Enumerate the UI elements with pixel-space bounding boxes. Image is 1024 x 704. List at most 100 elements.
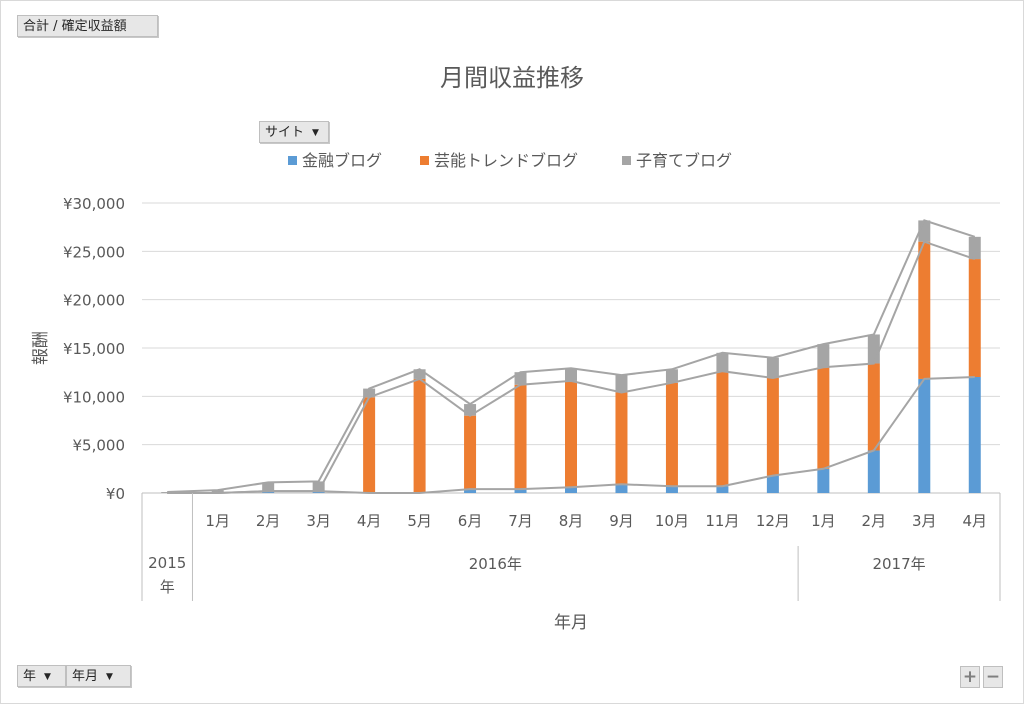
- bar: [615, 392, 628, 485]
- series-line: [167, 219, 976, 493]
- bar: [615, 484, 628, 493]
- x-tick-label: 12月: [756, 512, 790, 530]
- x-group-label: 2015: [148, 554, 186, 572]
- legend-label: 子育てブログ: [636, 151, 732, 170]
- x-tick-label: 3月: [912, 512, 937, 530]
- bar: [766, 377, 779, 476]
- legend-swatch: [288, 156, 297, 165]
- y-tick-label: ¥10,000: [63, 388, 125, 406]
- bar: [413, 378, 426, 493]
- bar: [514, 372, 527, 385]
- expand-field-button[interactable]: +: [960, 666, 980, 688]
- bar: [918, 378, 931, 493]
- minus-icon: −: [985, 667, 1001, 687]
- bar: [716, 371, 729, 487]
- x-tick-label: 3月: [306, 512, 331, 530]
- legend-label: 金融ブログ: [302, 151, 382, 170]
- series-line: [167, 240, 976, 494]
- bar: [716, 352, 729, 372]
- bar: [665, 486, 678, 493]
- x-tick-label: 1月: [205, 512, 230, 530]
- bar: [766, 475, 779, 493]
- bar: [413, 369, 426, 379]
- axis-field-month-button[interactable]: 年月 ▼: [66, 665, 131, 687]
- x-tick-label: 1月: [811, 512, 836, 530]
- x-tick-label: 4月: [962, 512, 987, 530]
- y-axis: ¥0 ¥5,000 ¥10,000 ¥15,000 ¥20,000 ¥25,000 ¥30,…: [63, 195, 125, 503]
- y-tick-label: ¥20,000: [63, 292, 125, 310]
- bar: [464, 489, 477, 493]
- bar: [665, 382, 678, 487]
- x-tick-label: 10月: [655, 512, 689, 530]
- value-field-label: 合計 / 確定収益額: [23, 19, 127, 34]
- x-tick-label: 5月: [407, 512, 432, 530]
- x-tick-label: 6月: [458, 512, 483, 530]
- axis-field-month-label: 年月: [72, 669, 99, 684]
- legend-label: 芸能トレンドブログ: [434, 151, 578, 170]
- bar: [464, 404, 477, 416]
- y-tick-label: ¥5,000: [73, 437, 126, 455]
- bar: [968, 236, 981, 260]
- x-axis: 1月 2月 3月 4月 5月 6月 7月 8月 9月 10月 11月 12月 1月 2月 3月 4月 2015 年…: [141, 493, 1001, 601]
- bars: [161, 220, 981, 493]
- bar: [665, 369, 678, 383]
- y-tick-label: ¥30,000: [63, 195, 125, 213]
- dropdown-arrow-icon: ▼: [312, 128, 319, 138]
- bar: [968, 259, 981, 377]
- y-axis-title: 報酬: [31, 331, 51, 365]
- bar: [464, 415, 477, 490]
- chart-title: 月間収益推移: [440, 64, 584, 92]
- bar: [312, 481, 325, 492]
- value-field-button[interactable]: 合計 / 確定収益額: [17, 15, 158, 37]
- bar: [565, 380, 577, 488]
- legend-swatch: [420, 156, 429, 165]
- y-tick-label: ¥0: [106, 485, 125, 503]
- bar: [262, 482, 275, 492]
- x-group-label: 2016年: [469, 555, 522, 573]
- x-tick-label: 11月: [705, 512, 739, 530]
- x-tick-label: 4月: [357, 512, 382, 530]
- bar: [817, 344, 830, 368]
- x-tick-label: 8月: [559, 512, 584, 530]
- y-tick-label: ¥25,000: [63, 243, 125, 261]
- y-tick-label: ¥15,000: [63, 340, 125, 358]
- axis-field-year-button[interactable]: 年 ▼: [17, 665, 66, 687]
- axis-field-year-label: 年: [23, 669, 37, 684]
- legend-field-label: サイト: [265, 125, 305, 140]
- bar: [565, 487, 577, 493]
- dropdown-arrow-icon: ▼: [44, 672, 51, 682]
- bar: [817, 367, 830, 469]
- series-lines: [167, 219, 976, 494]
- bar: [211, 490, 224, 493]
- collapse-field-button[interactable]: −: [983, 666, 1003, 688]
- legend-swatch: [622, 156, 631, 165]
- gridlines: [142, 202, 1000, 494]
- bar: [867, 334, 880, 364]
- x-tick-label: 2月: [862, 512, 887, 530]
- bar: [514, 384, 527, 490]
- bar: [565, 368, 577, 381]
- x-group-label: 年: [160, 578, 175, 596]
- bar: [766, 357, 779, 378]
- x-axis-title: 年月: [554, 613, 588, 633]
- legend-field-button[interactable]: サイト ▼: [259, 121, 329, 143]
- legend: 金融ブログ 芸能トレンドブログ 子育てブログ: [288, 151, 732, 170]
- plus-icon: +: [962, 667, 978, 687]
- x-tick-label: 7月: [508, 512, 533, 530]
- x-tick-label: 2月: [256, 512, 281, 530]
- x-group-label: 2017年: [872, 555, 925, 573]
- bar: [363, 388, 376, 398]
- bar: [817, 468, 830, 493]
- bar: [514, 489, 527, 493]
- bar: [716, 486, 729, 493]
- bar: [363, 397, 376, 493]
- bar: [615, 375, 628, 393]
- x-tick-label: 9月: [609, 512, 634, 530]
- bar: [918, 241, 931, 379]
- dropdown-arrow-icon: ▼: [106, 672, 113, 682]
- bar: [968, 377, 981, 493]
- bar: [867, 363, 880, 451]
- bar: [867, 450, 880, 493]
